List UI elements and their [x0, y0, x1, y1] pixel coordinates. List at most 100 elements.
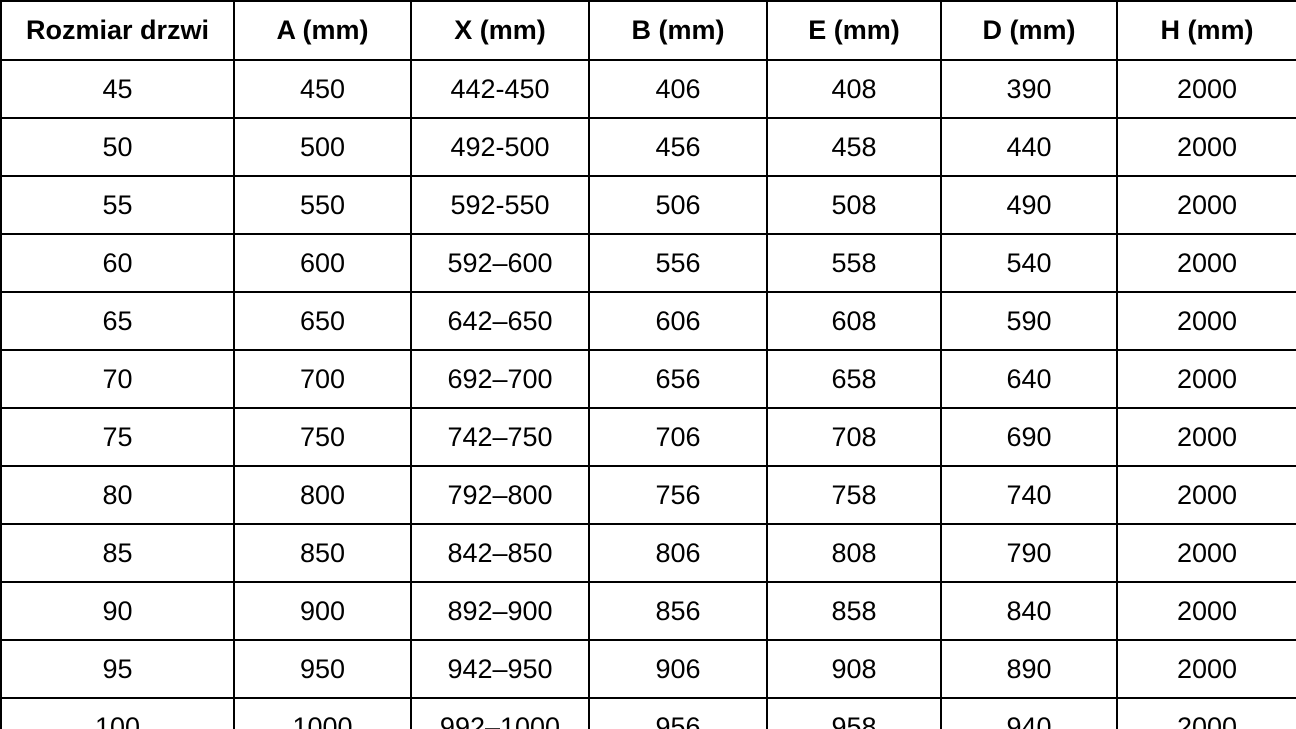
table-cell: 650 — [233, 291, 412, 351]
table-cell: 850 — [233, 523, 412, 583]
table-row: 45 450 442-450 406 408 390 2000 — [0, 59, 1296, 119]
table-cell: 2000 — [1116, 407, 1296, 467]
table-cell: 640 — [940, 349, 1118, 409]
table-cell: 45 — [0, 59, 235, 119]
table-row: 85 850 842–850 806 808 790 2000 — [0, 523, 1296, 583]
column-header: Rozmiar drzwi — [0, 0, 235, 61]
table-cell: 2000 — [1116, 581, 1296, 641]
table-cell: 558 — [766, 233, 942, 293]
table-cell: 2000 — [1116, 233, 1296, 293]
table-cell: 906 — [588, 639, 768, 699]
table-cell: 592-550 — [410, 175, 590, 235]
table-cell: 1000 — [233, 697, 412, 729]
table-cell: 550 — [233, 175, 412, 235]
table-cell: 808 — [766, 523, 942, 583]
table-cell: 958 — [766, 697, 942, 729]
table-row: 55 550 592-550 506 508 490 2000 — [0, 175, 1296, 235]
table-cell: 390 — [940, 59, 1118, 119]
table-row: 60 600 592–600 556 558 540 2000 — [0, 233, 1296, 293]
column-header: H (mm) — [1116, 0, 1296, 61]
table-cell: 95 — [0, 639, 235, 699]
table-cell: 940 — [940, 697, 1118, 729]
table-cell: 858 — [766, 581, 942, 641]
table-cell: 2000 — [1116, 175, 1296, 235]
table-cell: 80 — [0, 465, 235, 525]
table-cell: 756 — [588, 465, 768, 525]
table-cell: 440 — [940, 117, 1118, 177]
table-cell: 456 — [588, 117, 768, 177]
table-cell: 956 — [588, 697, 768, 729]
table-row: 65 650 642–650 606 608 590 2000 — [0, 291, 1296, 351]
table-cell: 800 — [233, 465, 412, 525]
table-cell: 692–700 — [410, 349, 590, 409]
table-cell: 608 — [766, 291, 942, 351]
table-cell: 408 — [766, 59, 942, 119]
table-header-row: Rozmiar drzwi A (mm) X (mm) B (mm) E (mm) D (… — [0, 0, 1296, 61]
table-cell: 556 — [588, 233, 768, 293]
table-cell: 690 — [940, 407, 1118, 467]
table-cell: 806 — [588, 523, 768, 583]
table-cell: 406 — [588, 59, 768, 119]
table-row: 90 900 892–900 856 858 840 2000 — [0, 581, 1296, 641]
table-cell: 758 — [766, 465, 942, 525]
table-cell: 500 — [233, 117, 412, 177]
column-header: X (mm) — [410, 0, 590, 61]
table-cell: 50 — [0, 117, 235, 177]
table-row: 75 750 742–750 706 708 690 2000 — [0, 407, 1296, 467]
table-cell: 992–1000 — [410, 697, 590, 729]
table-cell: 442-450 — [410, 59, 590, 119]
table-cell: 100 — [0, 697, 235, 729]
table-cell: 606 — [588, 291, 768, 351]
table-cell: 590 — [940, 291, 1118, 351]
table-cell: 490 — [940, 175, 1118, 235]
table-cell: 600 — [233, 233, 412, 293]
table-cell: 90 — [0, 581, 235, 641]
table-row: 70 700 692–700 656 658 640 2000 — [0, 349, 1296, 409]
table-cell: 856 — [588, 581, 768, 641]
table-cell: 942–950 — [410, 639, 590, 699]
table-cell: 740 — [940, 465, 1118, 525]
table-cell: 642–650 — [410, 291, 590, 351]
table-cell: 908 — [766, 639, 942, 699]
table-cell: 2000 — [1116, 59, 1296, 119]
table-cell: 656 — [588, 349, 768, 409]
table-cell: 890 — [940, 639, 1118, 699]
table-cell: 2000 — [1116, 639, 1296, 699]
table-cell: 706 — [588, 407, 768, 467]
table-cell: 492-500 — [410, 117, 590, 177]
table-cell: 792–800 — [410, 465, 590, 525]
column-header: D (mm) — [940, 0, 1118, 61]
table-cell: 65 — [0, 291, 235, 351]
table-cell: 506 — [588, 175, 768, 235]
table-cell: 900 — [233, 581, 412, 641]
table-cell: 2000 — [1116, 349, 1296, 409]
table-body: 45 450 442-450 406 408 390 2000 50 500 492-500 456… — [0, 59, 1296, 729]
table-cell: 70 — [0, 349, 235, 409]
table-row: 95 950 942–950 906 908 890 2000 — [0, 639, 1296, 699]
table-cell: 750 — [233, 407, 412, 467]
table-cell: 450 — [233, 59, 412, 119]
table-cell: 892–900 — [410, 581, 590, 641]
column-header: E (mm) — [766, 0, 942, 61]
table-row: 80 800 792–800 756 758 740 2000 — [0, 465, 1296, 525]
table-cell: 790 — [940, 523, 1118, 583]
table-cell: 2000 — [1116, 465, 1296, 525]
table-cell: 75 — [0, 407, 235, 467]
table-cell: 458 — [766, 117, 942, 177]
table-cell: 55 — [0, 175, 235, 235]
table-cell: 2000 — [1116, 523, 1296, 583]
table-cell: 592–600 — [410, 233, 590, 293]
table-cell: 2000 — [1116, 697, 1296, 729]
table-row: 50 500 492-500 456 458 440 2000 — [0, 117, 1296, 177]
table-cell: 742–750 — [410, 407, 590, 467]
table-cell: 2000 — [1116, 117, 1296, 177]
table-cell: 700 — [233, 349, 412, 409]
table-cell: 950 — [233, 639, 412, 699]
column-header: B (mm) — [588, 0, 768, 61]
table-cell: 708 — [766, 407, 942, 467]
column-header: A (mm) — [233, 0, 412, 61]
table-cell: 85 — [0, 523, 235, 583]
table-row: 100 1000 992–1000 956 958 940 2000 — [0, 697, 1296, 729]
